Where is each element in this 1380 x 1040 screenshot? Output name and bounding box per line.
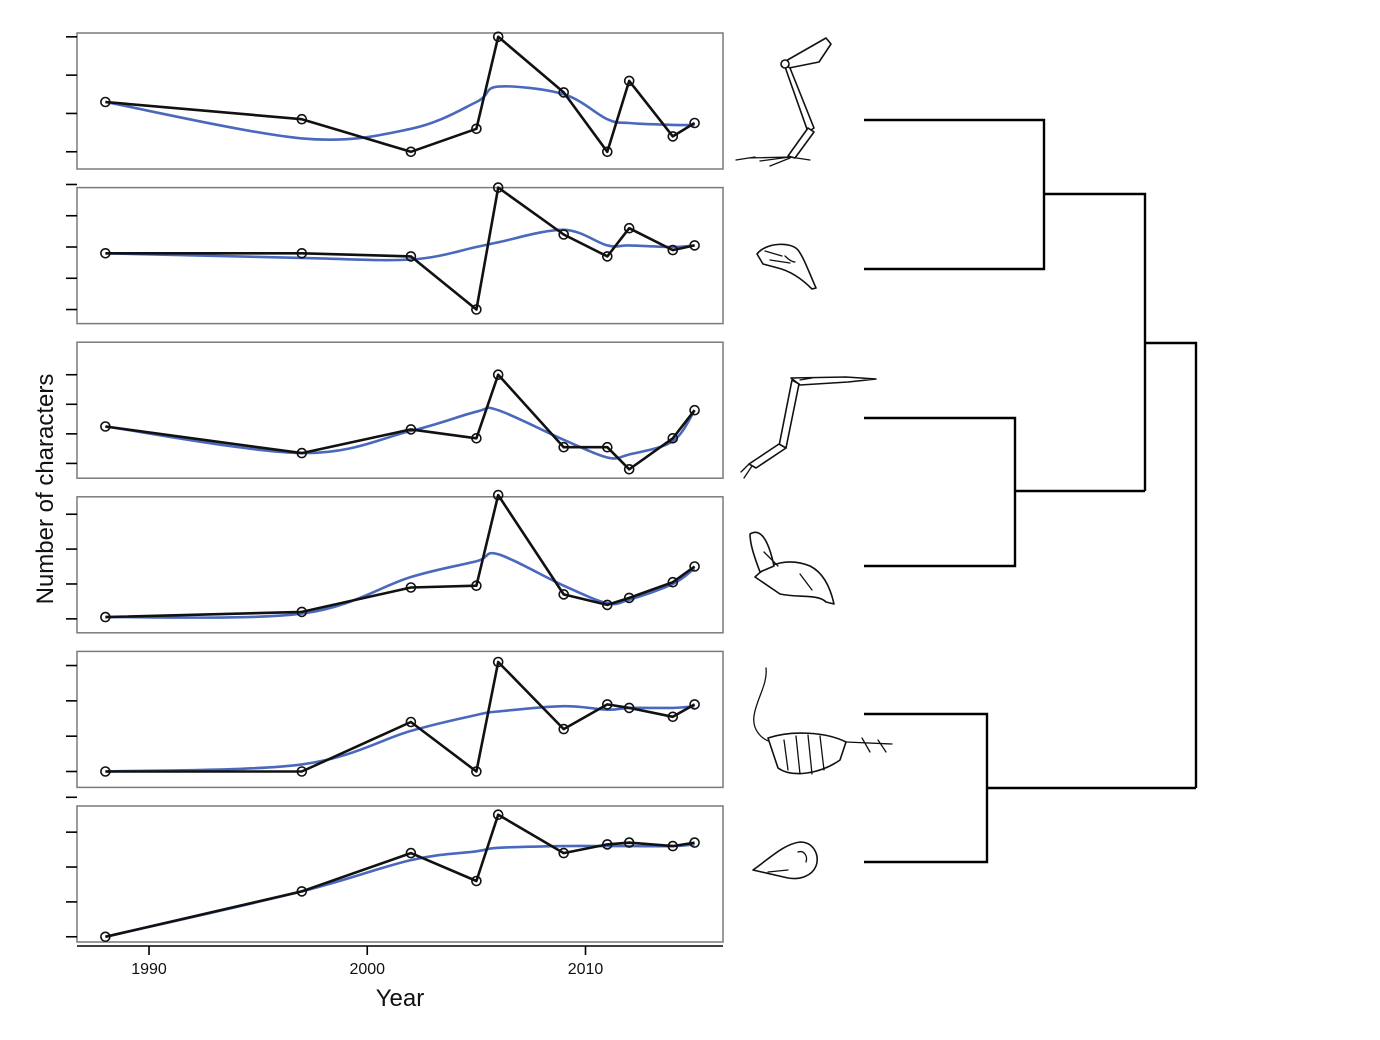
data-point: [100, 421, 111, 432]
data-point: [623, 463, 635, 475]
data-point: [296, 886, 308, 897]
trend-line: [105, 704, 695, 773]
data-point: [100, 931, 111, 943]
tree-branch: [864, 118, 1046, 271]
data-point: [689, 561, 700, 572]
data-point: [667, 711, 679, 723]
data-point: [296, 113, 308, 125]
data-point: [405, 424, 417, 435]
data-point: [296, 606, 308, 618]
observed-line: [105, 813, 695, 939]
data-point: [492, 656, 504, 668]
forelimb-icon: [740, 376, 877, 479]
skeleton-icon: [753, 667, 893, 775]
data-point: [492, 809, 504, 821]
x-tick-label: 2000: [349, 961, 385, 978]
data-point: [405, 251, 417, 262]
dendrogram: [864, 118, 1198, 864]
tree-branch: [1145, 341, 1198, 788]
observed-line: [105, 186, 695, 311]
tree-branch: [864, 712, 989, 864]
data-point: [471, 580, 482, 592]
y-axis-title: Number of characters: [32, 374, 59, 605]
data-point: [471, 123, 482, 135]
panel-skull: [66, 182, 724, 325]
cranium-icon: [752, 841, 818, 880]
data-point: [667, 244, 679, 256]
data-point: [601, 146, 613, 158]
data-point: [558, 723, 570, 735]
data-point: [601, 251, 613, 262]
data-point: [558, 229, 570, 240]
panel-frame: [76, 32, 724, 170]
data-point: [100, 96, 111, 108]
data-point: [471, 875, 482, 887]
data-point: [689, 699, 700, 710]
panel-forelimb: [66, 341, 724, 479]
skull-lateral-icon: [756, 243, 817, 290]
data-point: [689, 240, 700, 251]
x-tick-label: 1990: [131, 961, 167, 978]
data-point: [601, 441, 613, 453]
data-point: [689, 404, 700, 416]
hindlimb-icon: [735, 37, 832, 167]
panel-cranium: [66, 796, 724, 943]
data-point: [558, 441, 570, 453]
data-point: [100, 611, 111, 623]
observed-line: [105, 493, 696, 619]
observed-line: [105, 373, 696, 471]
data-point: [601, 599, 613, 611]
panel-frame: [76, 650, 724, 789]
trend-line: [105, 85, 695, 141]
data-point: [623, 702, 635, 714]
data-point: [623, 592, 635, 604]
data-point: [689, 837, 700, 848]
data-point: [492, 489, 504, 501]
panel-mandible: [66, 489, 724, 634]
data-point: [492, 369, 504, 381]
data-point: [296, 248, 308, 259]
data-point: [667, 131, 679, 142]
data-point: [492, 31, 504, 43]
data-point: [601, 839, 613, 850]
data-point: [405, 146, 417, 158]
data-point: [623, 222, 635, 234]
data-point: [558, 87, 570, 98]
data-point: [689, 117, 700, 129]
data-point: [601, 699, 613, 710]
data-point: [667, 576, 679, 588]
data-point: [667, 432, 679, 444]
panel-hindlimb: [66, 31, 724, 170]
panel-axial: [66, 650, 724, 789]
panel-frame: [76, 341, 724, 479]
data-point: [558, 847, 570, 859]
data-point: [471, 432, 482, 444]
tree-branch: [1044, 192, 1147, 491]
data-point: [405, 847, 417, 859]
trend-line: [105, 551, 696, 619]
x-axis-ticks: 1990 2000 2010: [131, 946, 603, 978]
mandible-icon: [749, 531, 835, 605]
data-point: [558, 589, 570, 600]
data-point: [100, 248, 111, 259]
observed-line: [105, 35, 696, 154]
data-point: [296, 766, 308, 777]
x-axis-title: Year: [376, 985, 425, 1012]
data-point: [100, 766, 111, 777]
data-point: [623, 75, 635, 87]
panel-frame: [76, 496, 724, 634]
tree-branch: [864, 416, 1017, 568]
data-point: [405, 716, 417, 728]
data-point: [471, 766, 482, 777]
data-point: [623, 837, 635, 848]
data-point: [405, 582, 417, 593]
observed-line: [105, 660, 696, 773]
data-point: [471, 304, 482, 315]
data-point: [667, 840, 679, 852]
panel-stack: [66, 31, 724, 943]
data-point: [296, 447, 308, 459]
x-tick-label: 2010: [568, 961, 604, 978]
data-point: [492, 182, 504, 193]
